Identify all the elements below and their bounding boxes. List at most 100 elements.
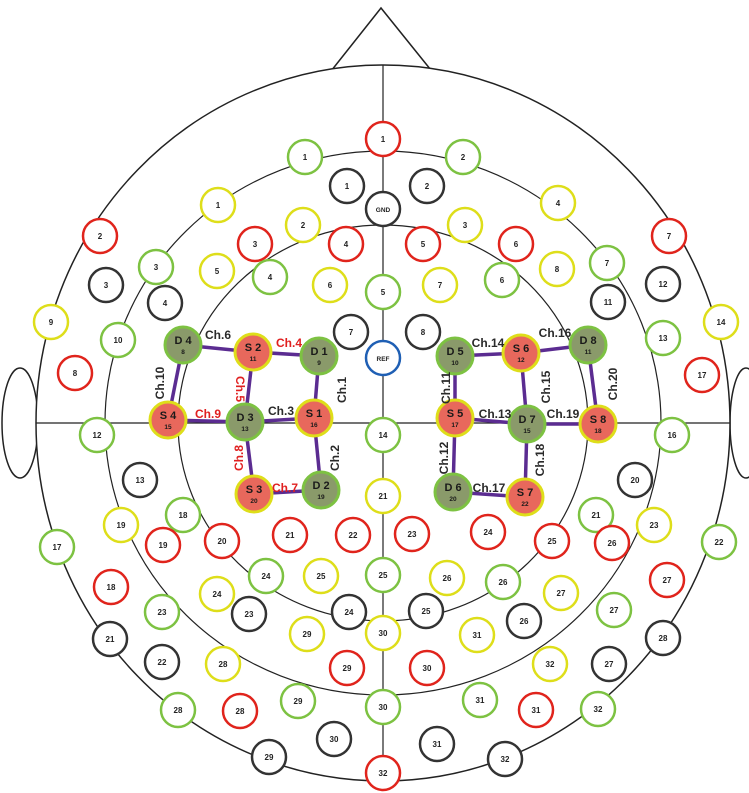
electrode-label: 8 [421,328,426,337]
electrode-ring [121,461,159,499]
electrode-label: 30 [379,629,388,638]
electrode-yellow-29: 29 [288,615,326,653]
optode-label: D 3 [236,412,253,424]
electrode-green-3: 3 [137,248,175,286]
electrode-green-18: 18 [164,496,202,534]
optode-sub-label: 15 [523,428,531,435]
electrode-red-8: 8 [56,354,94,392]
electrode-label: 1 [345,182,350,191]
electrode-ring [486,740,524,778]
optode-d6: D 620 [433,472,473,512]
optode-d3: D 313 [225,402,265,442]
channel-label-ch14: Ch.14 [472,336,505,350]
electrode-label: 21 [592,511,601,520]
electrode-label: 5 [215,267,220,276]
electrode-green-12: 12 [78,416,116,454]
optode-label: S 3 [246,484,263,496]
optode-s4: S 415 [148,400,188,440]
electrode-label: 22 [349,531,358,540]
electrode-ring [330,593,368,631]
electrode-label: 30 [379,703,388,712]
electrode-label: 29 [294,697,303,706]
electrode-green-2: 2 [444,138,482,176]
electrode-green-32: 32 [579,690,617,728]
electrode-label: 25 [422,607,431,616]
electrode-label: 25 [379,571,388,580]
electrode-black-2: 2 [408,167,446,205]
electrode-red-30: 30 [408,649,446,687]
electrode-black-24: 24 [330,593,368,631]
electrode-label: GND [376,207,391,214]
electrode-green-31: 31 [461,681,499,719]
electrode-label: 24 [484,528,493,537]
electrode-yellow-21: 21 [364,477,402,515]
optode-sub-label: 13 [241,426,249,433]
electrode-ring [393,515,431,553]
electrode-label: 27 [663,576,672,585]
electrode-ring [32,303,70,341]
electrode-red-7: 7 [650,217,688,255]
channel-label-ch20: Ch.20 [606,367,620,400]
electrode-yellow-1: 1 [199,186,237,224]
electrode-label: 21 [106,635,115,644]
electrode-yellow-23: 23 [635,506,673,544]
optode-sub-label: 15 [164,424,172,431]
electrode-ring [579,690,617,728]
electrode-label: 7 [349,328,354,337]
electrode-red-17: 17 [683,356,721,394]
electrode-ring [531,645,569,683]
electrode-black-13: 13 [121,461,159,499]
optode-label: D 8 [579,335,596,347]
electrode-ring [143,643,181,681]
electrode-label: 25 [548,537,557,546]
electrode-ring [590,645,628,683]
electrode-red-31: 31 [517,691,555,729]
electrode-black-27: 27 [590,645,628,683]
optode-label: D 6 [444,482,461,494]
channel-label-ch1: Ch.1 [335,377,349,403]
electrode-black-gnd: GND [364,190,402,228]
electrode-label: 3 [463,221,468,230]
electrode-label: 6 [328,281,333,290]
electrode-label: 14 [717,318,726,327]
electrode-black-3: 3 [87,266,125,304]
electrode-green-21: 21 [577,496,615,534]
electrode-red-5: 5 [404,225,442,263]
electrode-ring [577,496,615,534]
electrode-ring [364,556,402,594]
electrode-label: 28 [236,707,245,716]
electrode-yellow-9: 9 [32,303,70,341]
optode-sub-label: 17 [451,422,459,429]
electrode-green-17: 17 [38,528,76,566]
electrode-ring [91,620,129,658]
optode-label: D 4 [174,335,192,347]
electrode-ring [203,522,241,560]
electrode-yellow-8: 8 [538,250,576,288]
electrode-black-12: 12 [644,265,682,303]
electrode-ring [137,248,175,286]
electrode-ring [271,516,309,554]
electrode-label: 1 [216,201,221,210]
electrode-ring [497,225,535,263]
electrode-label: 7 [667,232,672,241]
electrode-yellow-2: 2 [284,206,322,244]
electrode-ring [144,526,182,564]
electrode-label: 26 [608,539,617,548]
electrode-label: 26 [499,578,508,587]
electrode-label: 29 [265,753,274,762]
electrode-green-5: 5 [364,273,402,311]
electrode-label: 21 [379,492,388,501]
right-ear-outline [729,367,749,479]
electrode-label: 23 [245,610,254,619]
electrode-ring [251,258,289,296]
electrode-ring [315,720,353,758]
electrode-ring [469,513,507,551]
electrode-ring [78,416,116,454]
electrode-red-1: 1 [364,120,402,158]
electrode-black-1: 1 [328,167,366,205]
electrode-yellow-5: 5 [198,252,236,290]
electrode-ring [221,692,259,730]
electrode-label: 30 [330,735,339,744]
electrode-label: 5 [381,288,386,297]
